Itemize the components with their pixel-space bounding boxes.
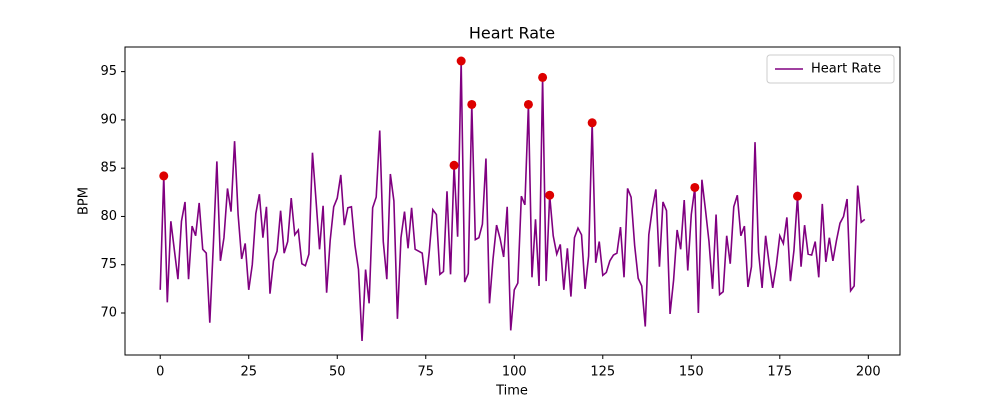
plot-frame (124, 46, 901, 356)
x-tick-label: 50 (329, 365, 346, 380)
peak-marker (545, 190, 555, 200)
y-tick-label: 90 (100, 112, 117, 127)
legend-label: Heart Rate (811, 62, 881, 77)
y-axis-label: BPM (77, 187, 92, 215)
y-tick-label: 95 (100, 64, 117, 79)
peak-marker (467, 99, 477, 109)
peak-marker (538, 72, 548, 82)
y-tick-label: 80 (100, 209, 117, 224)
x-axis-label: Time (495, 384, 528, 399)
chart-title: Heart Rate (469, 24, 555, 43)
peak-marker (587, 118, 597, 128)
x-tick-label: 150 (679, 365, 704, 380)
x-tick-label: 0 (156, 365, 164, 380)
peak-marker (449, 160, 459, 170)
x-tick-label: 175 (767, 365, 792, 380)
y-tick-label: 70 (100, 306, 117, 321)
x-tick-label: 75 (417, 365, 434, 380)
data-line (159, 60, 866, 342)
peak-marker (159, 171, 169, 181)
peak-marker (523, 99, 533, 109)
peak-marker (690, 182, 700, 192)
y-tick-label: 75 (100, 257, 117, 272)
peak-marker (793, 191, 803, 201)
peak-marker (456, 56, 466, 66)
x-tick-label: 125 (590, 365, 615, 380)
legend-box (766, 54, 895, 84)
x-tick-label: 200 (856, 365, 881, 380)
x-tick-label: 100 (502, 365, 527, 380)
y-tick-label: 85 (100, 161, 117, 176)
x-tick-label: 25 (240, 365, 257, 380)
